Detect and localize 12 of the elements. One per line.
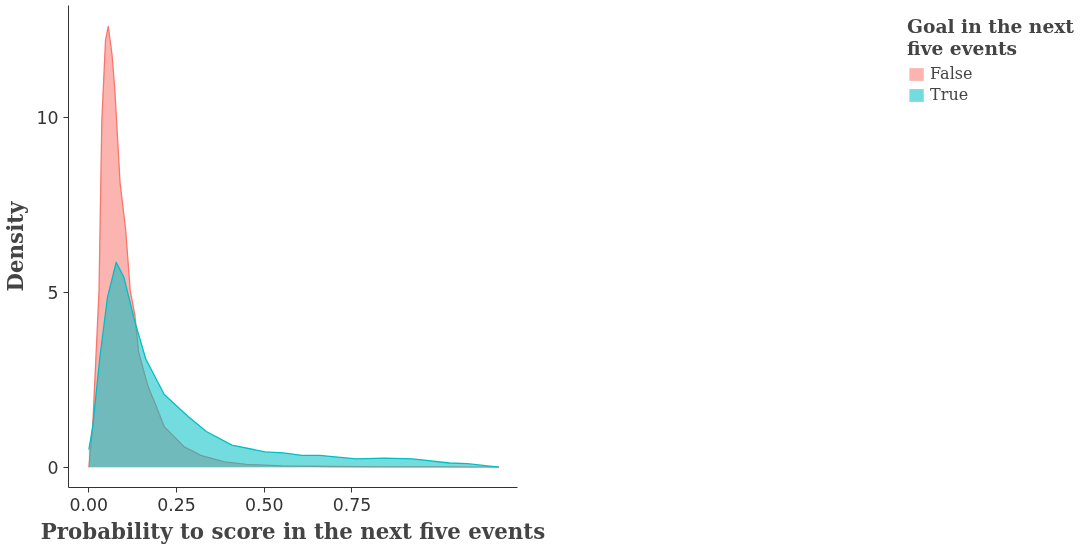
y-axis-title: Density (3, 200, 29, 292)
x-tick-label: 0.25 (157, 494, 196, 515)
x-tick-label: 0.00 (69, 494, 109, 515)
x-tick-label: 0.75 (332, 494, 372, 515)
legend-label: False (930, 64, 973, 83)
y-tick-label: 10 (36, 107, 59, 128)
y-tick-label: 5 (47, 282, 59, 303)
x-axis-title: Probability to score in the next five events (40, 518, 546, 544)
x-tick-label: 0.50 (244, 494, 284, 515)
y-tick-label: 0 (47, 457, 59, 478)
legend-title: Goal in the next five events (907, 15, 1074, 59)
legend-label: True (930, 85, 969, 104)
